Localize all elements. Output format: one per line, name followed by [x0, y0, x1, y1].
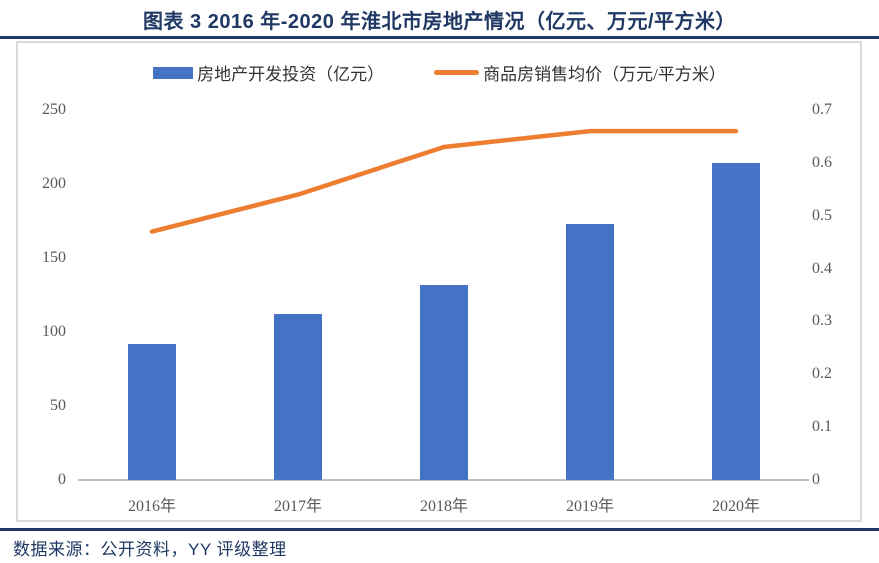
left-axis-tick: 200 [42, 175, 66, 192]
right-axis-tick: 0.6 [812, 153, 832, 171]
right-axis-tick: 0.2 [812, 365, 832, 383]
chart-title: 图表 3 2016 年-2020 年淮北市房地产情况（亿元、万元/平方米） [142, 11, 737, 33]
right-axis-tick: 0.7 [812, 101, 832, 118]
left-axis-tick: 50 [50, 397, 66, 414]
investment-bar [274, 314, 322, 480]
category-label: 2020年 [711, 498, 760, 515]
right-axis-tick: 0.5 [812, 206, 832, 224]
left-axis-tick: 100 [42, 323, 66, 340]
right-axis-tick: 0 [812, 471, 820, 488]
left-axis-tick: 0 [58, 471, 66, 488]
investment-bar [566, 223, 614, 480]
right-axis-tick: 0.3 [812, 312, 832, 330]
x-axis-line [78, 479, 809, 481]
legend-label-price: 商品房销售均价（万元/平方米） [483, 65, 726, 84]
footer-divider [0, 528, 879, 531]
legend-item-investment: 房地产开发投资（亿元） [153, 60, 384, 85]
left-axis-tick: 250 [42, 101, 66, 118]
left-axis-tick: 150 [42, 249, 66, 266]
legend-item-price: 商品房销售均价（万元/平方米） [434, 60, 726, 85]
title-divider [0, 36, 879, 39]
investment-bar [128, 343, 176, 480]
investment-bar [420, 284, 468, 480]
source-note: 数据来源：公开资料，YY 评级整理 [13, 540, 287, 559]
right-axis-tick: 0.4 [812, 259, 832, 277]
line-series-swatch-icon [434, 70, 480, 75]
category-label: 2018年 [419, 498, 468, 515]
category-label: 2017年 [273, 498, 322, 515]
investment-bar [712, 163, 760, 480]
right-axis-tick: 0.1 [812, 418, 832, 436]
category-label: 2016年 [127, 498, 176, 515]
chart-legend: 房地产开发投资（亿元） 商品房销售均价（万元/平方米） [0, 60, 879, 85]
legend-label-investment: 房地产开发投资（亿元） [197, 65, 385, 84]
category-label: 2019年 [565, 498, 614, 515]
bar-series-swatch-icon [153, 66, 194, 79]
